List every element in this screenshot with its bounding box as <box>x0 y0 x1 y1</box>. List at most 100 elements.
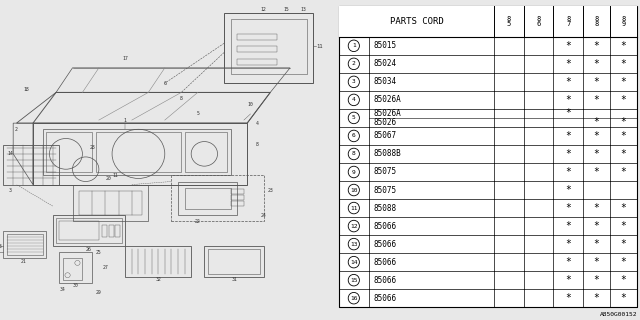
Text: 15: 15 <box>350 278 358 283</box>
Text: 1: 1 <box>352 43 356 48</box>
Text: 85024: 85024 <box>373 59 397 68</box>
Text: *: * <box>594 239 600 249</box>
Text: 29: 29 <box>96 290 102 295</box>
Text: 4: 4 <box>255 121 259 126</box>
Text: *: * <box>565 221 572 231</box>
Text: 85066: 85066 <box>373 240 397 249</box>
Text: *: * <box>594 293 600 303</box>
Text: 24: 24 <box>261 213 266 218</box>
Text: 30: 30 <box>73 284 79 288</box>
Text: 85066: 85066 <box>373 258 397 267</box>
Text: 21: 21 <box>20 259 26 264</box>
Text: 26: 26 <box>86 247 92 252</box>
Text: *: * <box>565 95 572 105</box>
Text: 85075: 85075 <box>373 167 397 177</box>
Text: *: * <box>621 293 627 303</box>
Text: 85066: 85066 <box>373 294 397 303</box>
Text: *: * <box>594 131 600 141</box>
Text: *: * <box>565 203 572 213</box>
Text: *: * <box>621 149 627 159</box>
Text: 3: 3 <box>8 188 12 193</box>
Text: 8
6: 8 6 <box>536 16 541 27</box>
Text: 25: 25 <box>96 250 102 255</box>
Text: *: * <box>621 77 627 87</box>
Text: *: * <box>594 203 600 213</box>
Text: *: * <box>594 59 600 69</box>
Text: 8: 8 <box>255 142 259 147</box>
Text: *: * <box>565 41 572 51</box>
Text: *: * <box>621 221 627 231</box>
Text: *: * <box>621 95 627 105</box>
Text: 4: 4 <box>352 97 356 102</box>
Text: 85066: 85066 <box>373 221 397 231</box>
Text: 17: 17 <box>122 56 128 61</box>
Text: 2: 2 <box>352 61 356 66</box>
Text: *: * <box>621 131 627 141</box>
Text: 12: 12 <box>350 224 358 228</box>
Text: 27: 27 <box>102 265 108 270</box>
Text: 2: 2 <box>15 127 18 132</box>
Text: 85034: 85034 <box>373 77 397 86</box>
Text: 3: 3 <box>352 79 356 84</box>
Text: 8
8: 8 8 <box>595 16 599 27</box>
Text: 85066: 85066 <box>373 276 397 285</box>
Text: *: * <box>621 203 627 213</box>
Text: *: * <box>565 59 572 69</box>
Text: *: * <box>565 293 572 303</box>
Text: *: * <box>565 77 572 87</box>
Text: *: * <box>594 77 600 87</box>
Text: *: * <box>594 221 600 231</box>
Text: 10: 10 <box>248 102 253 107</box>
Text: *: * <box>565 108 572 118</box>
Text: *: * <box>621 239 627 249</box>
Text: 22: 22 <box>195 219 200 224</box>
Text: 6: 6 <box>163 81 166 86</box>
Text: *: * <box>594 167 600 177</box>
Text: 13: 13 <box>300 7 306 12</box>
Text: *: * <box>565 167 572 177</box>
Text: *: * <box>621 257 627 267</box>
Text: 8: 8 <box>352 151 356 156</box>
Text: 16: 16 <box>350 296 358 301</box>
Text: 11: 11 <box>316 44 323 49</box>
Text: 8
9: 8 9 <box>621 16 626 27</box>
Text: 33: 33 <box>0 244 3 249</box>
Text: 15: 15 <box>284 7 290 12</box>
Text: 85088: 85088 <box>373 204 397 212</box>
Text: 23: 23 <box>268 188 273 193</box>
Text: 85026A: 85026A <box>373 109 401 118</box>
Text: 85026: 85026 <box>373 118 397 127</box>
Text: 11: 11 <box>113 173 118 178</box>
Text: 5: 5 <box>352 116 356 120</box>
Text: *: * <box>565 257 572 267</box>
Text: *: * <box>594 275 600 285</box>
Text: 85026A: 85026A <box>373 95 401 104</box>
Text: *: * <box>594 117 600 127</box>
Text: 8: 8 <box>180 96 182 101</box>
Text: 9: 9 <box>352 170 356 174</box>
Text: PARTS CORD: PARTS CORD <box>390 17 444 26</box>
Text: 20: 20 <box>106 176 111 181</box>
Text: *: * <box>621 59 627 69</box>
Bar <box>339 6 637 37</box>
Text: 85067: 85067 <box>373 132 397 140</box>
Text: 85075: 85075 <box>373 186 397 195</box>
Text: *: * <box>594 41 600 51</box>
Text: *: * <box>621 41 627 51</box>
Text: *: * <box>594 257 600 267</box>
Text: 8
5: 8 5 <box>507 16 511 27</box>
Text: *: * <box>594 149 600 159</box>
Text: *: * <box>621 117 627 127</box>
Text: 6: 6 <box>352 133 356 139</box>
Text: 14: 14 <box>7 151 13 156</box>
Text: *: * <box>565 275 572 285</box>
Text: 34: 34 <box>60 286 65 292</box>
Text: *: * <box>565 185 572 195</box>
Text: A850G00152: A850G00152 <box>600 312 637 317</box>
Text: 13: 13 <box>350 242 358 247</box>
Text: *: * <box>565 131 572 141</box>
Text: 85088B: 85088B <box>373 149 401 158</box>
Text: 31: 31 <box>231 277 237 282</box>
Text: 5: 5 <box>196 111 199 116</box>
Text: 8
7: 8 7 <box>566 16 570 27</box>
